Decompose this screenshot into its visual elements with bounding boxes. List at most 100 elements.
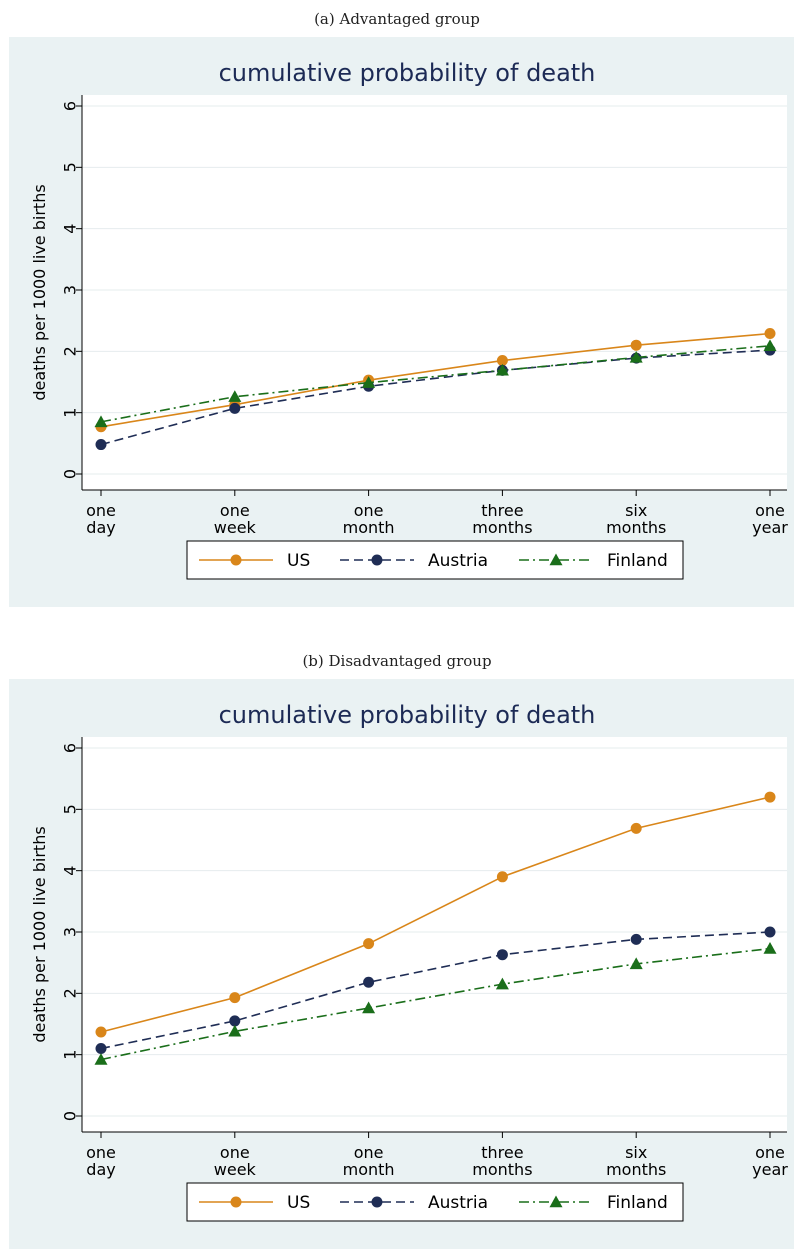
x-tick-label-line: three xyxy=(481,501,523,520)
y-tick-label-2: 2 xyxy=(61,346,80,356)
chart-advantaged: cumulative probability of death 0 1 2 3 4 5 6 de… xyxy=(9,37,794,607)
point-finland-0 xyxy=(94,1053,108,1065)
x-tick-label-line: year xyxy=(752,1160,788,1179)
y-tick-label-5: 5 xyxy=(61,804,80,814)
x-tick-label-line: week xyxy=(214,518,257,537)
point-finland-5 xyxy=(763,942,777,954)
point-finland-4 xyxy=(629,957,643,970)
x-tick-label-line: one xyxy=(220,501,250,520)
legend-marker-austria xyxy=(371,554,383,566)
series-austria xyxy=(95,926,776,1055)
y-tick-label-1: 1 xyxy=(61,408,80,418)
x-tick-label-4: six months xyxy=(606,501,666,537)
legend-label-us: US xyxy=(287,1193,310,1213)
x-tick-label-3: three months xyxy=(472,1143,532,1179)
point-us-3 xyxy=(496,355,508,367)
point-finland-3 xyxy=(495,363,509,376)
legend-label-us: US xyxy=(287,551,310,571)
point-finland-1 xyxy=(228,390,242,402)
chart-panel-advantaged: cumulative probability of death 0 1 2 3 4 5 6 de… xyxy=(9,37,794,607)
legend-marker-austria xyxy=(371,1196,383,1208)
point-finland-2 xyxy=(362,376,376,388)
point-austria-0 xyxy=(95,439,107,451)
series-line-finland xyxy=(100,947,771,1061)
y-tick-label-0: 0 xyxy=(61,469,80,479)
point-austria-0 xyxy=(95,1043,107,1055)
point-us-2 xyxy=(363,938,375,950)
y-tick-label-6: 6 xyxy=(61,101,80,111)
x-tick-label-line: months xyxy=(606,1160,666,1179)
chart-panel-disadvantaged: cumulative probability of death 0 1 2 3 4 5 6 de… xyxy=(9,679,794,1249)
series-line-us xyxy=(100,796,771,1033)
x-tick-label-line: one xyxy=(220,1143,250,1162)
y-axis-label: deaths per 1000 live births xyxy=(30,184,49,400)
series-line-austria xyxy=(100,349,771,446)
x-tick-label-line: day xyxy=(86,1160,115,1179)
y-tick-label-0: 0 xyxy=(61,1111,80,1121)
figure-caption-a: (a) Advantaged group xyxy=(314,10,480,28)
x-tick-label-line: months xyxy=(472,518,532,537)
point-finland-2 xyxy=(362,1001,376,1014)
y-tick-label-4: 4 xyxy=(61,866,80,876)
legend-label-austria: Austria xyxy=(428,1193,488,1213)
x-tick-label-line: one xyxy=(354,1143,384,1162)
x-tick-label-4: six months xyxy=(606,1143,666,1179)
point-finland-0 xyxy=(94,415,108,428)
legend-marker-finland xyxy=(549,1195,563,1208)
y-tick-label-5: 5 xyxy=(61,162,80,172)
chart-disadvantaged: cumulative probability of death 0 1 2 3 4 5 6 de… xyxy=(9,679,794,1249)
x-tick-label-line: months xyxy=(472,1160,532,1179)
point-finland-4 xyxy=(629,350,643,363)
point-austria-1 xyxy=(229,402,241,414)
x-tick-label-line: months xyxy=(606,518,666,537)
point-austria-1 xyxy=(229,1015,241,1027)
plot-area xyxy=(82,737,787,1132)
legend-marker-finland xyxy=(549,553,563,566)
point-austria-4 xyxy=(630,933,642,945)
x-tick-label-0: one day xyxy=(86,501,116,537)
point-us-5 xyxy=(764,328,776,340)
x-tick-label-line: one xyxy=(755,1143,785,1162)
y-tick-label-4: 4 xyxy=(61,224,80,234)
x-tick-label-line: day xyxy=(86,518,115,537)
point-austria-2 xyxy=(363,976,375,988)
legend-marker-us xyxy=(230,1196,242,1208)
y-tick-label-3: 3 xyxy=(61,927,80,937)
legend-marker-us xyxy=(230,554,242,566)
y-tick-label-6: 6 xyxy=(61,743,80,753)
x-tick-label-0: one day xyxy=(86,1143,116,1179)
x-tick-label-line: one xyxy=(86,501,116,520)
legend-label-finland: Finland xyxy=(607,551,668,571)
figure-caption-b: (b) Disadvantaged group xyxy=(302,652,492,670)
point-us-3 xyxy=(496,871,508,883)
x-tick-label-2: one month xyxy=(343,1143,395,1179)
point-austria-5 xyxy=(764,926,776,938)
plot-area xyxy=(82,95,787,490)
series-line-austria xyxy=(100,931,771,1050)
point-us-4 xyxy=(630,339,642,351)
x-tick-label-line: week xyxy=(214,1160,257,1179)
series-line-finland xyxy=(100,345,771,423)
y-axis-label: deaths per 1000 live births xyxy=(30,826,49,1042)
chart-title: cumulative probability of death xyxy=(219,701,596,729)
series-line-us xyxy=(100,332,771,428)
chart-title: cumulative probability of death xyxy=(219,59,596,87)
x-tick-label-line: one xyxy=(755,501,785,520)
point-us-0 xyxy=(95,1026,107,1038)
x-tick-label-3: three months xyxy=(472,501,532,537)
y-tick-label-2: 2 xyxy=(61,988,80,998)
x-tick-label-line: six xyxy=(625,501,647,520)
x-tick-label-line: month xyxy=(343,1160,395,1179)
x-tick-label-line: one xyxy=(86,1143,116,1162)
x-tick-label-1: one week xyxy=(214,501,257,537)
point-finland-5 xyxy=(763,339,777,352)
x-tick-label-line: three xyxy=(481,1143,523,1162)
series-finland xyxy=(94,942,777,1065)
x-tick-label-2: one month xyxy=(343,501,395,537)
point-austria-3 xyxy=(496,949,508,961)
y-tick-label-1: 1 xyxy=(61,1050,80,1060)
point-us-1 xyxy=(229,992,241,1004)
series-us xyxy=(95,791,776,1038)
y-tick-label-3: 3 xyxy=(61,285,80,295)
x-tick-label-line: year xyxy=(752,518,788,537)
